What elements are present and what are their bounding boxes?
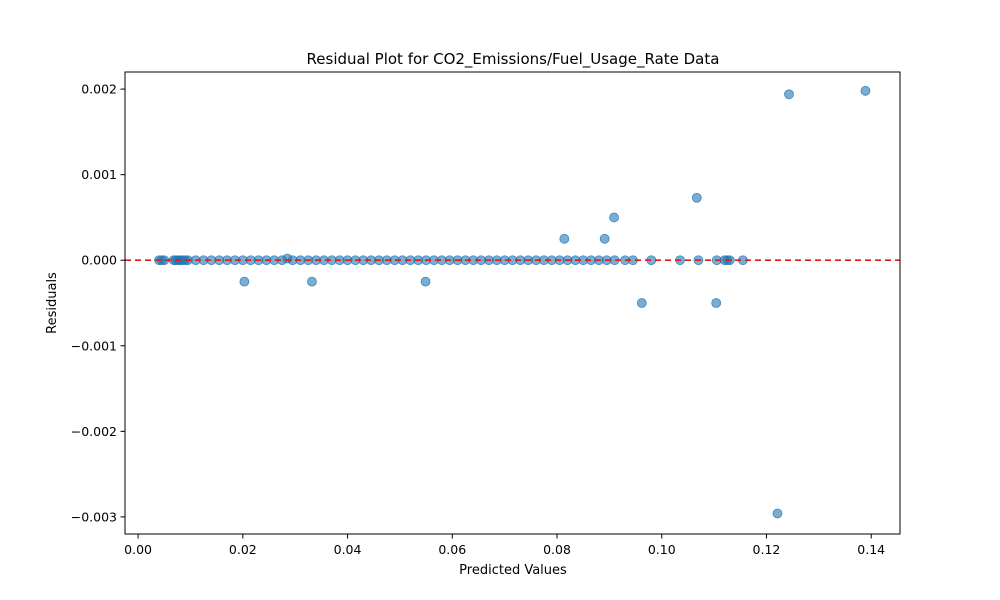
chart-title: Residual Plot for CO2_Emissions/Fuel_Usa… [307,50,720,69]
data-point [691,192,702,203]
y-tick-label: −0.003 [71,509,117,524]
data-point [711,298,722,308]
data-point [559,233,570,244]
x-tick-label: 0.12 [753,542,781,557]
data-point [239,276,250,287]
y-axis-label: Residuals [45,272,60,334]
y-tick-label: 0.001 [81,167,117,182]
data-point [772,508,783,519]
x-tick-label: 0.06 [438,542,466,557]
data-point [599,233,610,244]
x-tick-label: 0.00 [124,542,152,557]
x-tick-label: 0.10 [648,542,676,557]
x-tick-label: 0.04 [334,542,362,557]
data-point [636,298,647,308]
data-point [420,276,431,287]
x-tick-label: 0.02 [229,542,257,557]
x-axis-ticks: 0.00 0.02 0.04 0.06 0.08 0.10 0.12 0.14 [124,534,885,557]
x-axis-label: Predicted Values [459,563,567,578]
x-tick-label: 0.14 [857,542,885,557]
data-point [609,212,619,223]
x-tick-label: 0.08 [543,542,571,557]
y-tick-label: −0.002 [71,424,117,439]
y-tick-label: 0.000 [81,253,117,268]
y-tick-label: −0.001 [71,338,117,353]
data-point [860,85,871,96]
plot-frame [124,71,901,535]
data-point [784,89,794,100]
data-point [307,276,317,287]
y-tick-label: 0.002 [81,82,117,97]
points-layer [154,85,871,519]
y-axis-ticks: 0.002 0.001 0.000 −0.001 −0.002 −0.003 [71,82,125,524]
